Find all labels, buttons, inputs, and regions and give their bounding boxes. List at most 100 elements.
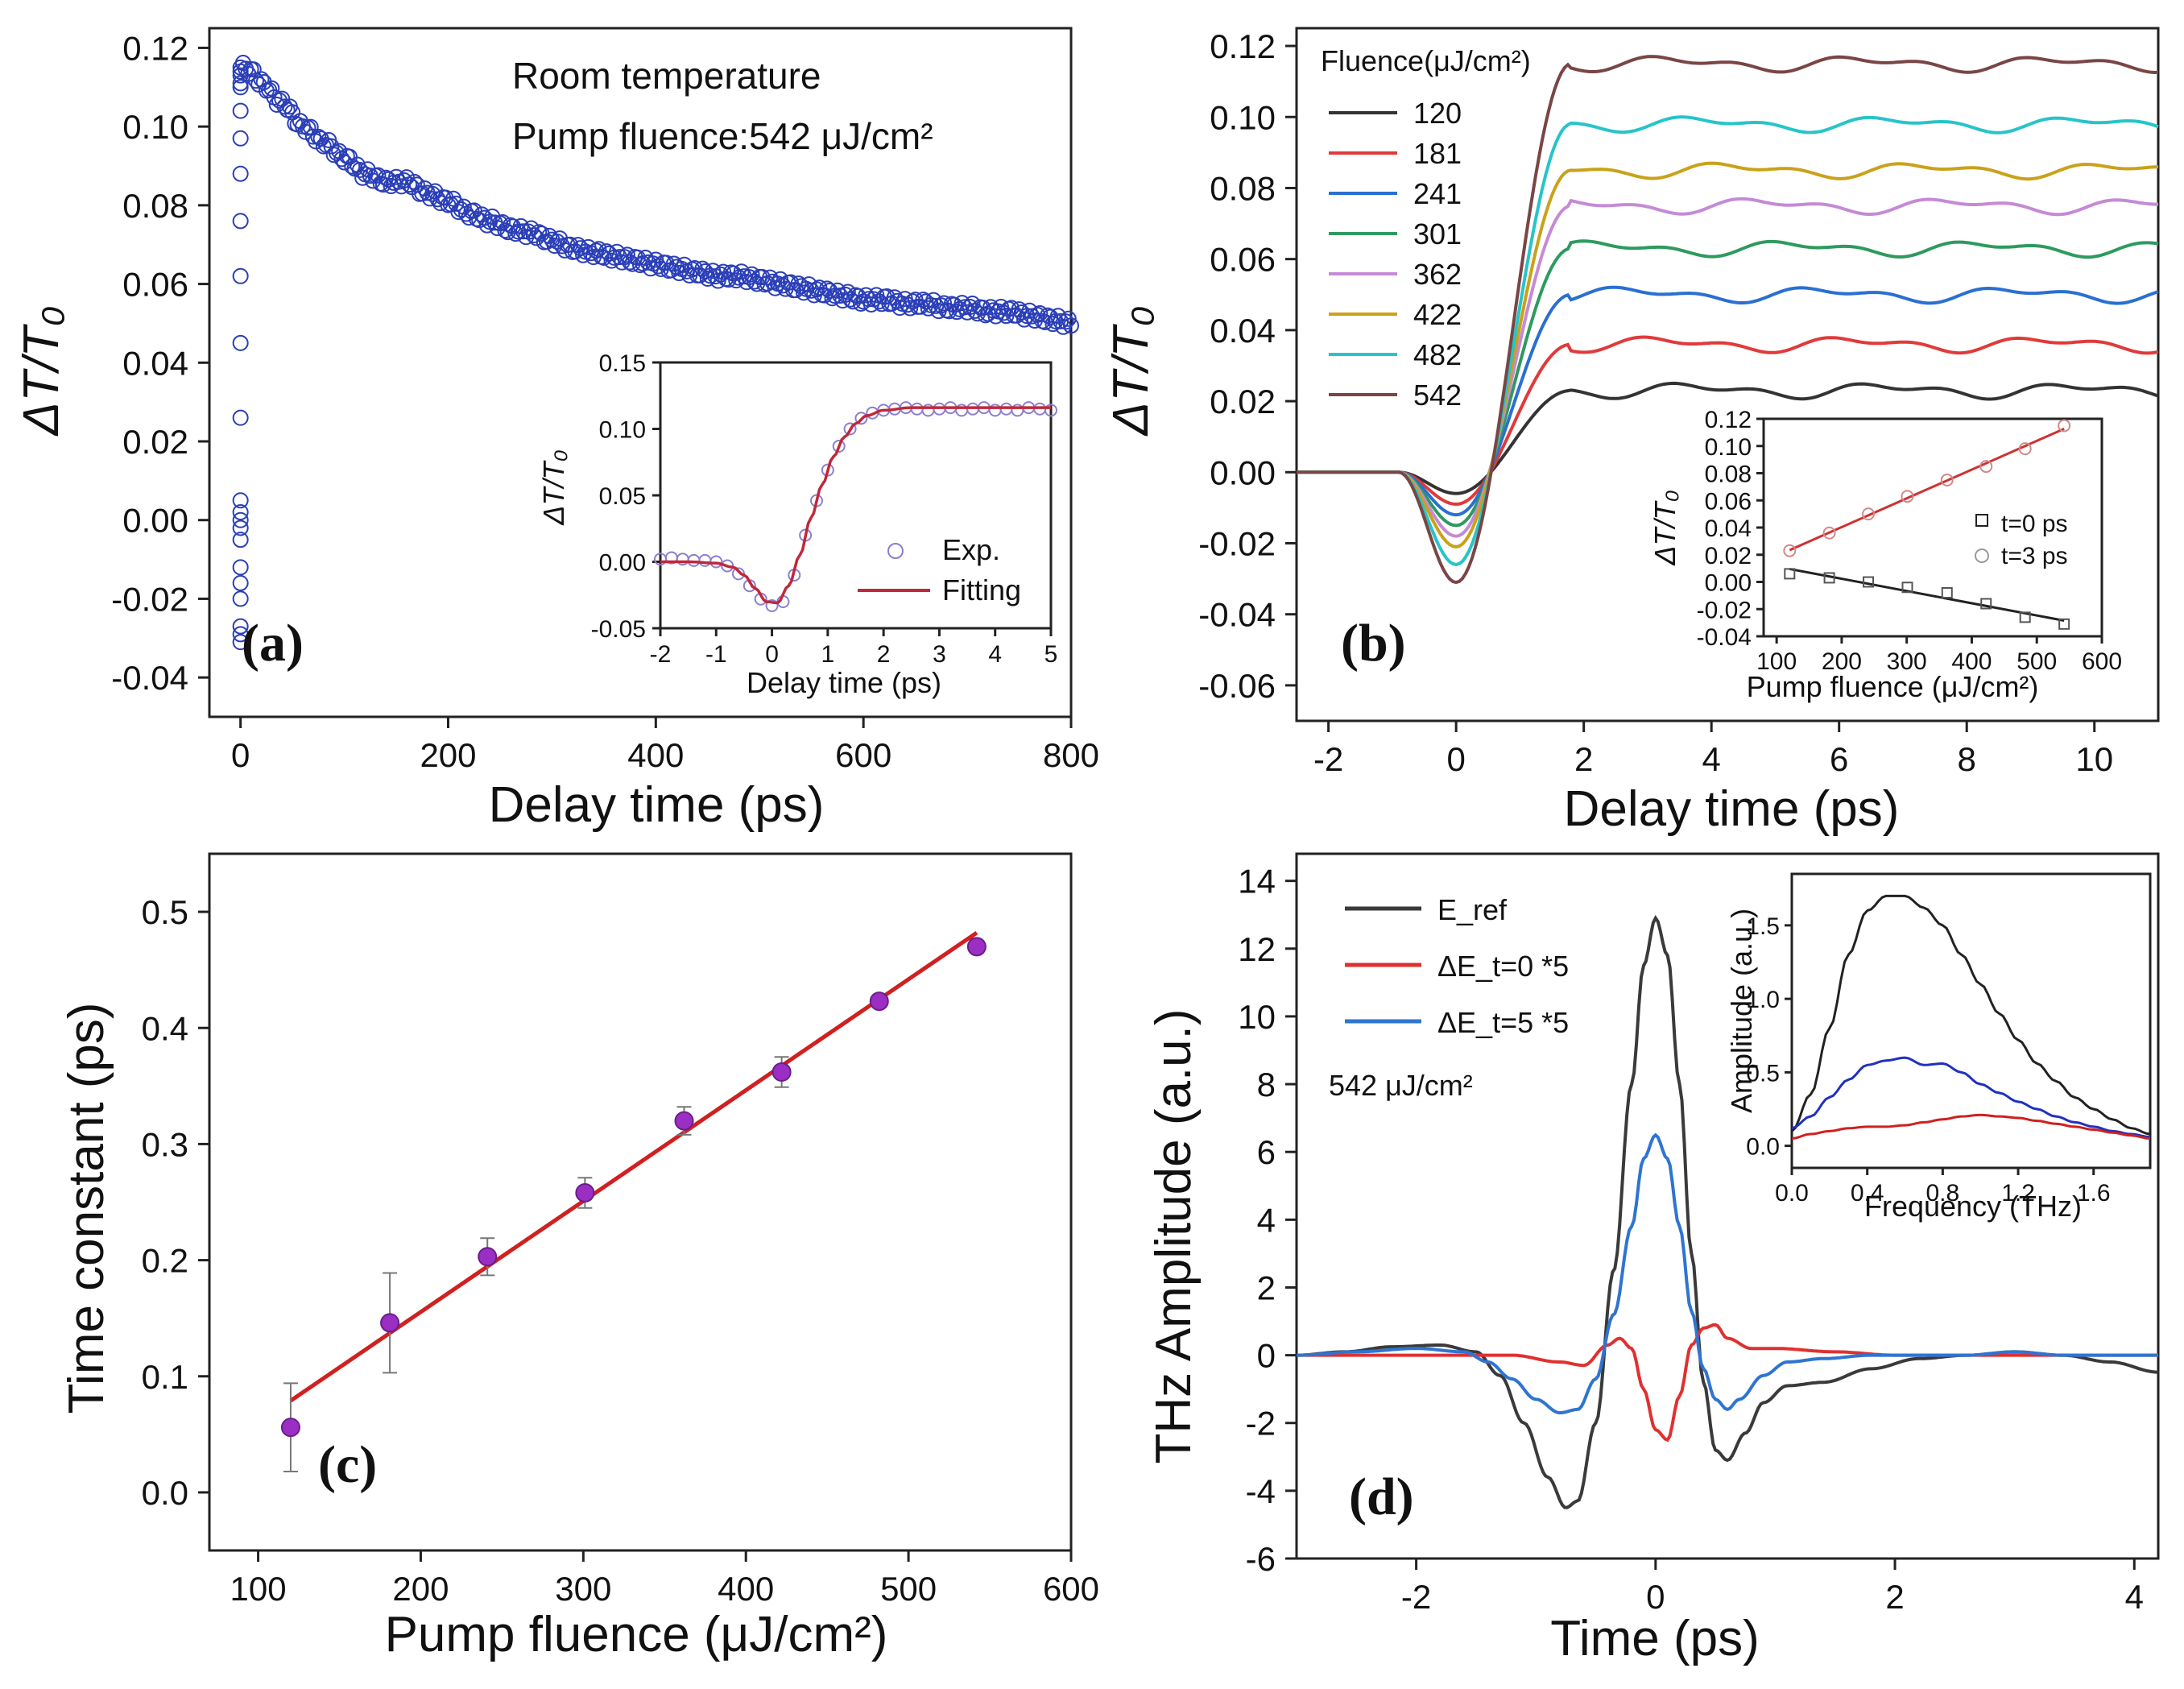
panel-d-frame	[1295, 852, 2160, 1560]
panel-d-inset-ytick-label: 0.5	[1746, 1060, 1780, 1087]
panel-a-point	[920, 300, 937, 317]
panel-d-inset-ytick-label: 0.0	[1746, 1134, 1780, 1161]
panel-a-inset-legend-exp: Exp.	[942, 533, 1000, 566]
panel-a-point	[953, 295, 970, 312]
panel-d-ytick-label: -6	[1246, 1540, 1276, 1578]
panel-d-legend-label: E_ref	[1437, 893, 1508, 926]
panel-b-ytick-label: -0.06	[1198, 667, 1276, 705]
panel-c-xlabel: Pump fluence (μJ/cm²)	[385, 1607, 888, 1662]
panel-b-ylabel: ΔT/T₀	[1103, 306, 1159, 437]
panel-b-inset-ytick-label: 0.04	[1705, 515, 1752, 542]
panel-b-xtick-label: 0	[1446, 740, 1465, 778]
panel-a-point	[945, 296, 962, 313]
panel-d-inset-xtick-label: 1.6	[2077, 1180, 2111, 1207]
panel-a-point	[1060, 310, 1077, 327]
panel-a-inset-ytick-label: 0.00	[599, 550, 646, 577]
panel-a-annotation-2: Pump fluence:542 μJ/cm²	[512, 115, 933, 157]
panel-d-inset-ytick-label: 1.0	[1746, 987, 1780, 1013]
panel-a-point	[448, 195, 465, 212]
panel-a-point	[497, 222, 514, 239]
panel-b-xtick-label: 10	[2075, 740, 2113, 778]
panel-b-legend-label: 241	[1413, 177, 1462, 210]
panel-a-inset-ytick-label: 0.15	[599, 350, 646, 377]
panel-a-inset-fit-line	[660, 406, 1051, 605]
panel-d-xtick-label: 0	[1646, 1578, 1665, 1616]
panel-b-series-line	[1297, 197, 2158, 538]
panel-a-point	[232, 334, 249, 351]
panel-a-point	[618, 246, 635, 263]
panel-b-inset-ytick-label: 0.08	[1705, 462, 1752, 488]
panel-b-inset-t0-point	[2058, 618, 2070, 630]
panel-a-inset-xtick-label: -2	[650, 641, 672, 668]
panel-a-point	[232, 267, 249, 284]
panel-b-inset-ylabel: ΔT/T₀	[1648, 490, 1681, 565]
panel-a-point	[974, 300, 991, 317]
panel-c-point	[280, 1418, 300, 1438]
panel-a-point	[966, 302, 983, 319]
panel-a-xlabel: Delay time (ps)	[489, 777, 825, 833]
panel-b-inset-ytick-label: 0.02	[1705, 543, 1752, 569]
panel-b-inset-ytick-label: 0.00	[1705, 570, 1752, 597]
panel-b-inset-xtick-label: 500	[2016, 648, 2057, 675]
panel-d-inset-xtick-label: 1.2	[2001, 1180, 2035, 1207]
panel-a-point	[450, 204, 467, 221]
panel-d-ytick-label: 8	[1257, 1066, 1276, 1103]
panel-c-ytick-label: 0.1	[142, 1358, 188, 1396]
panel-a-annotation-1: Room temperature	[512, 55, 821, 97]
panel-d-inset-xtick-label: 0.4	[1851, 1180, 1884, 1207]
panel-b-inset-t0-point	[1784, 568, 1796, 580]
panel-a-xtick-label: 0	[231, 736, 250, 774]
panel-b-inset-t3-point	[1940, 473, 1954, 486]
panel-d-legend-label: ΔE_t=0 *5	[1437, 950, 1569, 983]
panel-d-series-line	[1297, 1323, 2158, 1443]
panel-b-inset-ytick-label: 0.06	[1705, 488, 1752, 515]
panel-d-inset-ytick-label: 1.5	[1746, 913, 1780, 940]
panel-b-inset-ytick-label: -0.02	[1697, 597, 1752, 623]
panel-b-xtick-label: 8	[1958, 740, 1976, 778]
panel-a-point	[232, 492, 249, 509]
panel-b-inset-t3-point	[2058, 419, 2071, 433]
panel-b-inset-t3-point	[1822, 526, 1836, 540]
panel-b-ytick-label: -0.04	[1198, 596, 1276, 634]
panel-a-point	[232, 532, 249, 549]
panel-d-inset-ylabel: Amplitude (a.u.)	[1725, 909, 1758, 1113]
panel-c-point	[674, 1111, 694, 1131]
panel-a-point	[1063, 317, 1079, 334]
panel-d-ytick-label: -4	[1246, 1472, 1276, 1510]
panel-a-ylabel: ΔT/T₀	[14, 306, 69, 437]
panel-b-inset-xtick-label: 300	[1887, 648, 1927, 675]
panel-b-legend-label: 422	[1413, 298, 1462, 331]
panel-a-point	[232, 559, 249, 576]
panel-d-xtick-label: -2	[1401, 1578, 1431, 1616]
panel-b-legend-label: 181	[1413, 137, 1462, 170]
panel-b-series-line	[1297, 55, 2159, 585]
panel-b-legend-label: 362	[1413, 258, 1462, 291]
panel-b-series-line	[1297, 239, 2159, 528]
panel-c-ytick-label: 0.5	[142, 893, 188, 931]
panel-b-series-line	[1297, 285, 2159, 517]
panel-d-ytick-label: 6	[1257, 1133, 1276, 1171]
panel-b-inset-t3-point	[1862, 507, 1876, 521]
panel-a-point	[455, 198, 472, 215]
panel-b-xtick-label: 2	[1574, 740, 1593, 778]
panel-a-inset-ytick-label: 0.05	[599, 483, 646, 510]
panel-b-legend-label: 482	[1413, 338, 1462, 371]
panel-d-inset-t0-line	[1791, 1113, 2151, 1140]
panel-a-point	[902, 300, 919, 317]
panel-a-point	[995, 304, 1012, 321]
panel-b-inset-xtick-label: 200	[1822, 648, 1862, 675]
panel-a-inset-exp-point	[843, 422, 857, 436]
panel-a-inset-legend-exp-marker	[887, 543, 904, 559]
panel-a-point	[1044, 316, 1061, 333]
panel-d-inset-xtick-label: 0.0	[1775, 1180, 1809, 1207]
panel-b-inset-ytick-label: 0.10	[1705, 434, 1752, 461]
panel-a-point	[374, 176, 391, 193]
panel-b-legend-label: 301	[1413, 217, 1462, 250]
panel-d-ylabel: THz Amplitude (a.u.)	[1146, 1008, 1202, 1463]
panel-b-inset-t0-point	[1901, 582, 1913, 594]
panel-a-point	[1032, 305, 1049, 322]
panel-b-inset-xlabel: Pump fluence (μJ/cm²)	[1747, 670, 2039, 703]
panel-a-inset-xtick-label: 2	[877, 641, 891, 668]
panel-a-xtick-label: 200	[420, 736, 476, 774]
